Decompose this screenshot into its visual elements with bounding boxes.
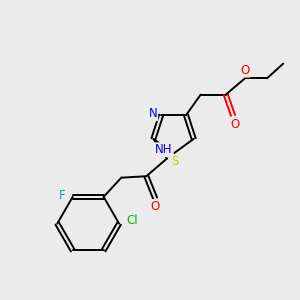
Text: O: O [230, 118, 239, 130]
Text: F: F [59, 189, 66, 202]
Text: Cl: Cl [127, 214, 138, 227]
Text: S: S [171, 155, 179, 168]
Text: N: N [148, 107, 157, 120]
Text: NH: NH [155, 143, 173, 156]
Text: O: O [151, 200, 160, 213]
Text: O: O [240, 64, 250, 76]
